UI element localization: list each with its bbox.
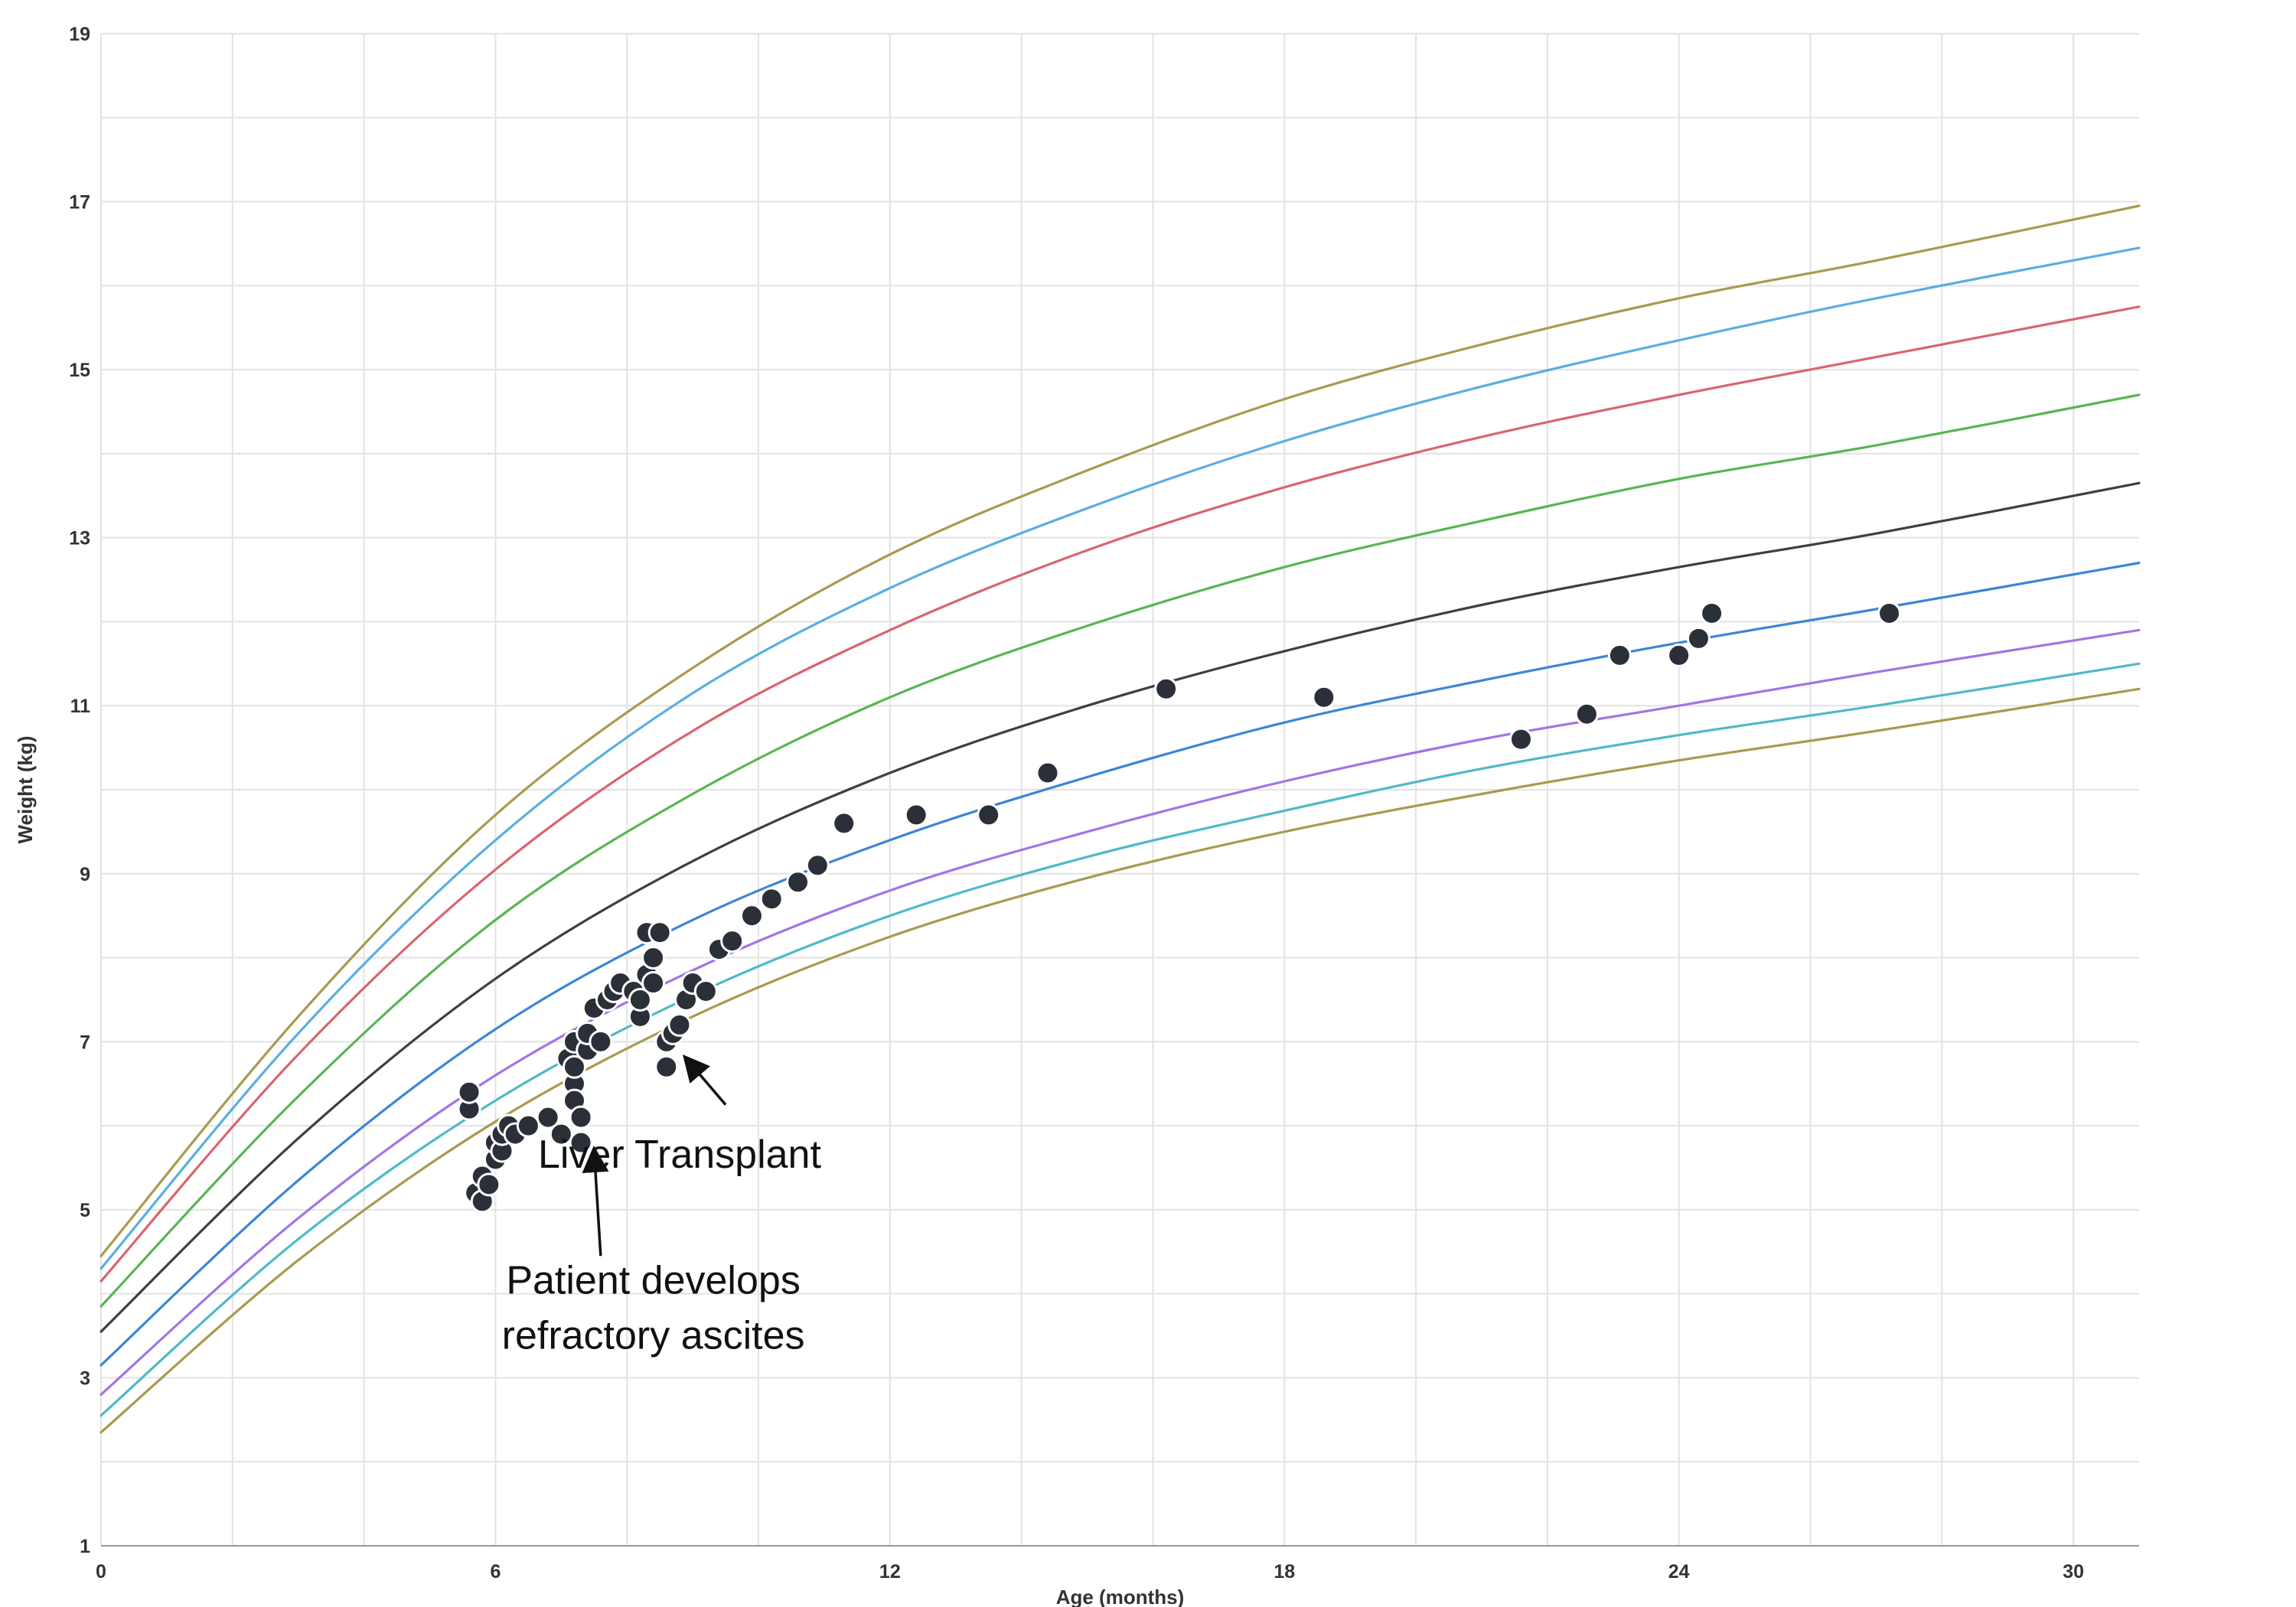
data-point: [720, 929, 745, 953]
annotations: Liver Transplant Patient develops refracto…: [502, 1054, 822, 1358]
percentile-curves: [99, 204, 2141, 1434]
percentile-curve: [99, 687, 2141, 1434]
x-tick-label: 24: [1668, 1561, 1690, 1583]
data-point: [1607, 643, 1632, 667]
data-point: [457, 1080, 481, 1104]
y-tick-label: 7: [80, 1032, 90, 1053]
y-tick-label: 1: [80, 1536, 90, 1557]
data-point: [693, 979, 718, 1003]
percentile-curve: [99, 562, 2141, 1367]
x-tick-label: 6: [490, 1561, 501, 1583]
x-tick-label: 0: [96, 1561, 106, 1583]
percentile-curve: [99, 393, 2141, 1308]
data-point: [1877, 601, 1902, 625]
annotation-label: refractory ascites: [502, 1314, 805, 1358]
y-tick-label: 3: [80, 1367, 90, 1389]
y-tick-label: 11: [70, 696, 91, 717]
data-point: [667, 1012, 692, 1037]
annotation-label: Liver Transplant: [538, 1133, 822, 1177]
y-tick-label: 9: [80, 864, 90, 885]
data-point: [977, 803, 1001, 827]
data-point: [1154, 676, 1179, 701]
data-point: [563, 1054, 587, 1079]
data-point: [1667, 643, 1691, 667]
x-axis-title: Age (months): [1056, 1586, 1185, 1607]
data-point: [1035, 761, 1060, 785]
percentile-curve: [99, 628, 2141, 1396]
percentile-curve: [99, 662, 2141, 1417]
y-tick-label: 5: [80, 1200, 90, 1221]
data-point: [641, 946, 666, 970]
y-tick-label: 13: [69, 528, 90, 549]
y-tick-label: 15: [69, 360, 90, 381]
gridlines: [100, 33, 2139, 1547]
data-point: [904, 803, 928, 827]
y-axis-title: Weight (kg): [14, 735, 37, 843]
x-tick-label: 30: [2063, 1561, 2084, 1583]
data-point: [832, 811, 856, 836]
data-point: [1574, 702, 1599, 726]
percentile-curve: [99, 204, 2141, 1257]
data-point: [1312, 685, 1336, 709]
data-point: [647, 921, 672, 945]
data-point: [549, 1122, 573, 1146]
data-point: [759, 887, 784, 911]
data-point: [805, 853, 830, 878]
data-point: [536, 1105, 560, 1129]
y-tick-label: 19: [69, 24, 90, 45]
data-point: [1686, 626, 1711, 650]
data-point: [628, 987, 652, 1012]
patient-data-points: [457, 601, 1902, 1214]
y-tick-label: 17: [69, 192, 90, 214]
data-point: [786, 870, 810, 895]
x-tick-label: 18: [1274, 1561, 1295, 1583]
annotation-label: Patient develops: [506, 1259, 801, 1303]
data-point: [739, 904, 764, 928]
percentile-curve: [99, 305, 2141, 1283]
data-point: [569, 1105, 593, 1129]
annotation-arrow: [582, 1146, 609, 1257]
annotation-arrow: [682, 1054, 727, 1106]
percentile-curve: [99, 481, 2141, 1333]
data-point: [1700, 601, 1724, 625]
data-point: [477, 1172, 501, 1197]
data-point: [654, 1054, 679, 1079]
x-tick-label: 12: [879, 1561, 901, 1583]
data-point: [1509, 727, 1534, 751]
data-point: [641, 970, 666, 995]
data-point: [516, 1113, 540, 1138]
data-point: [589, 1029, 613, 1054]
percentile-curve: [99, 246, 2141, 1270]
